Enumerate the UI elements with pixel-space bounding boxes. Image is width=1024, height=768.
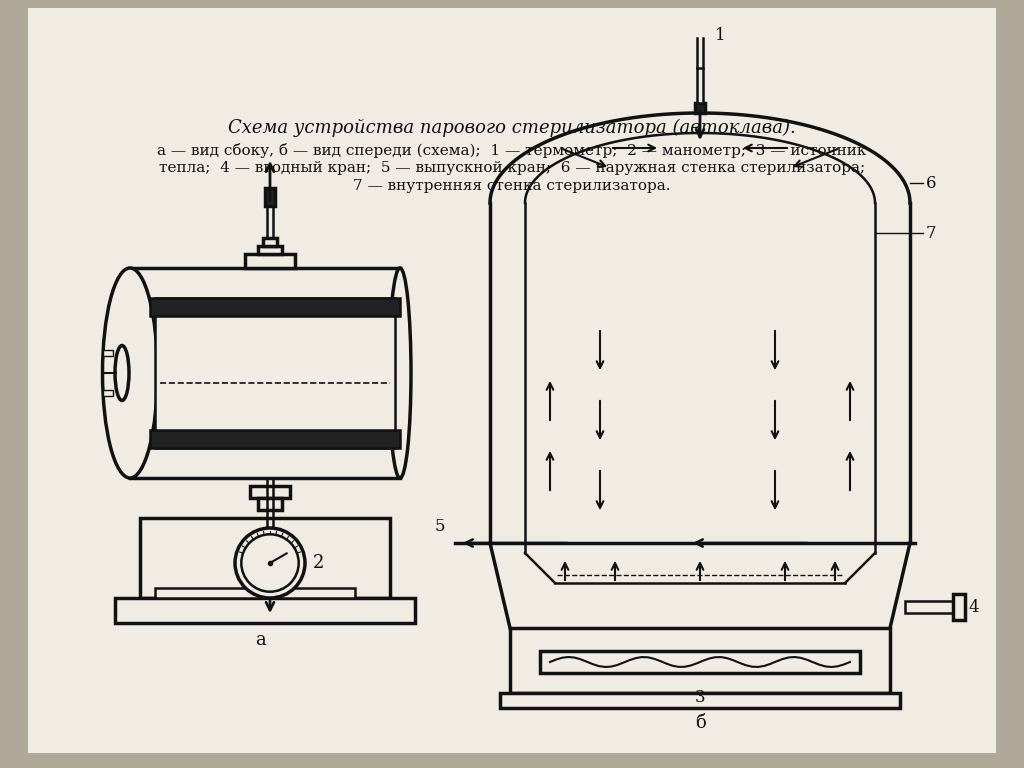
Bar: [150, 298, 400, 316]
Bar: [155, 298, 395, 448]
Bar: [953, 594, 965, 620]
Text: тепла;  4 — вводный кран;  5 — выпускной кран;  6 — наружная стенка стерилизатор: тепла; 4 — вводный кран; 5 — выпускной к…: [159, 161, 865, 175]
Bar: [155, 588, 355, 598]
Text: а: а: [255, 631, 265, 649]
Ellipse shape: [115, 346, 129, 400]
Bar: [140, 518, 390, 598]
Text: а — вид сбоку, б — вид спереди (схема);  1 — термометр;  2 — манометр;  3 — исто: а — вид сбоку, б — вид спереди (схема); …: [158, 143, 866, 157]
Bar: [250, 486, 290, 498]
Bar: [103, 350, 113, 356]
Text: 5: 5: [434, 518, 445, 535]
Bar: [245, 254, 295, 268]
Text: 7: 7: [926, 224, 937, 241]
Bar: [540, 651, 860, 673]
Circle shape: [234, 528, 305, 598]
Bar: [905, 601, 953, 613]
Text: 2: 2: [313, 554, 325, 572]
Bar: [695, 103, 705, 113]
Bar: [258, 246, 282, 254]
Bar: [500, 693, 900, 708]
Bar: [265, 188, 275, 206]
Text: Схема устройства парового стерилизатора (автоклава).: Схема устройства парового стерилизатора …: [228, 119, 796, 137]
Ellipse shape: [389, 268, 411, 478]
Text: 6: 6: [926, 174, 937, 191]
Text: 3: 3: [694, 690, 706, 707]
Bar: [115, 598, 415, 623]
Text: 7 — внутренняя стенка стерилизатора.: 7 — внутренняя стенка стерилизатора.: [353, 179, 671, 193]
Text: б: б: [694, 714, 706, 732]
Bar: [130, 268, 400, 478]
Ellipse shape: [102, 268, 158, 478]
Bar: [697, 68, 703, 103]
Bar: [150, 430, 400, 448]
Bar: [103, 390, 113, 396]
Bar: [258, 498, 282, 510]
Bar: [263, 238, 278, 246]
Text: 4: 4: [968, 598, 979, 615]
Circle shape: [242, 535, 299, 591]
Text: 1: 1: [715, 27, 726, 44]
Bar: [510, 628, 890, 693]
